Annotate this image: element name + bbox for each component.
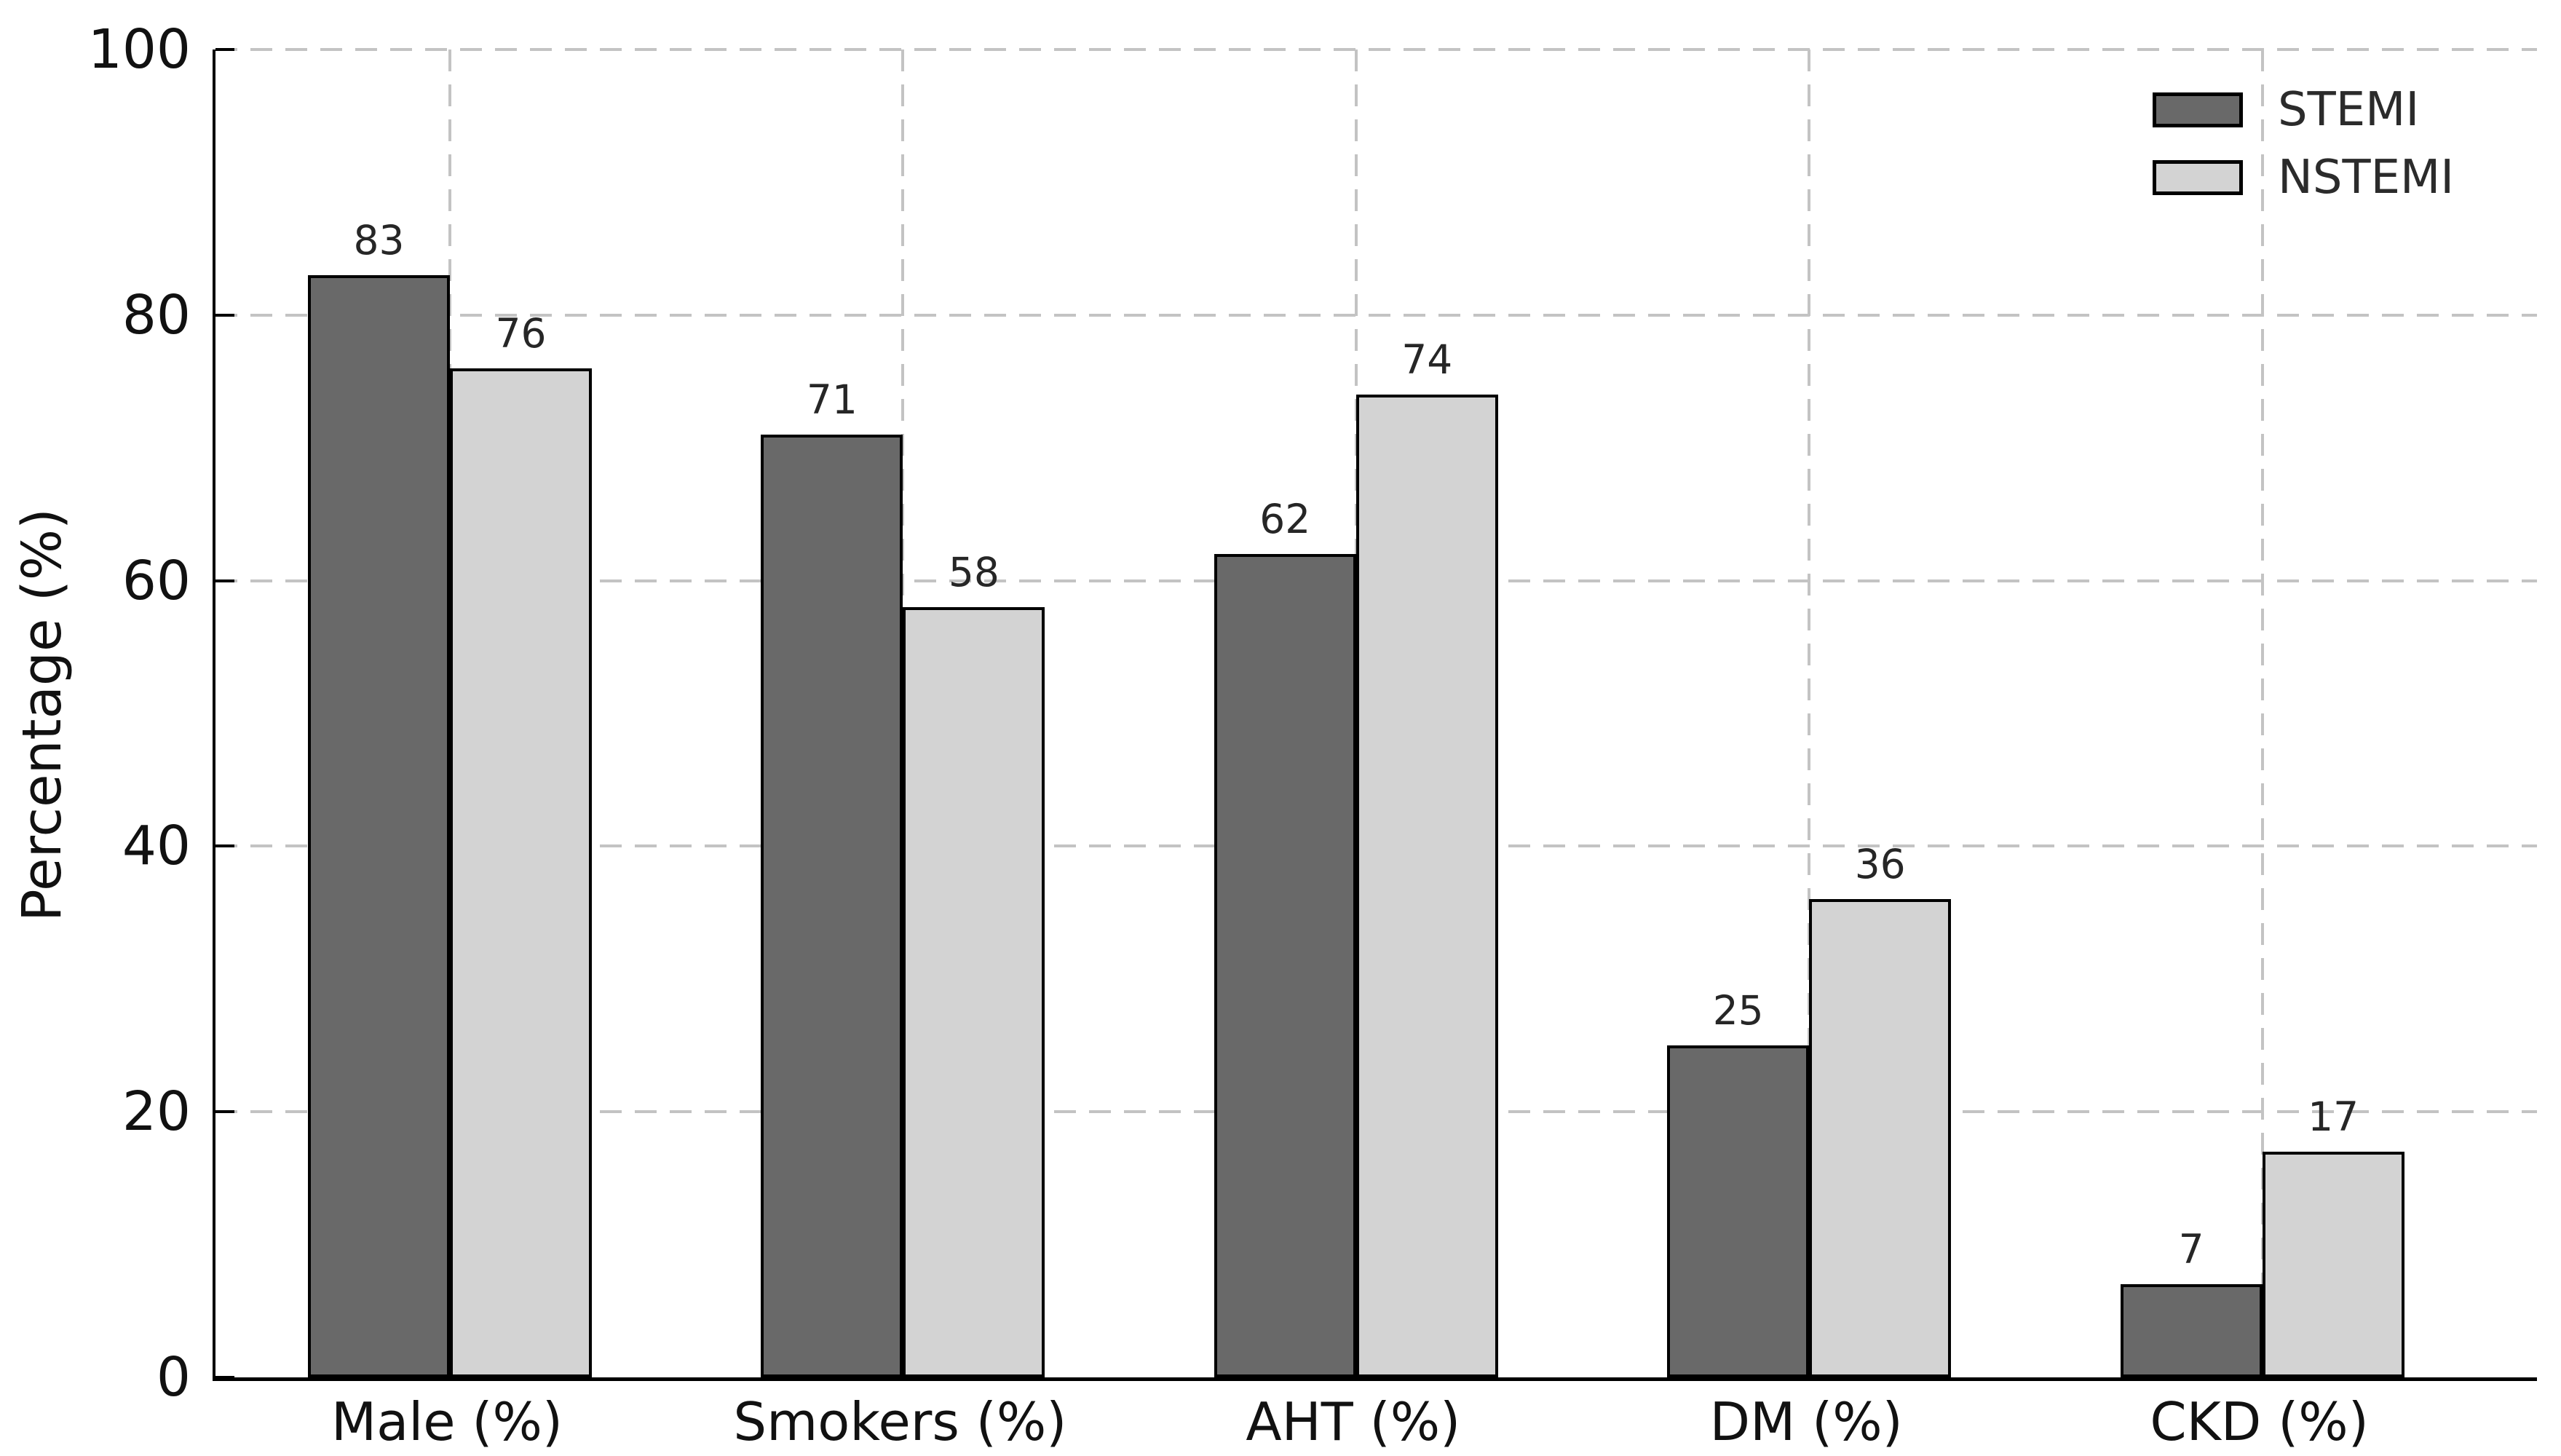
bar-value-label-stemi-ckd: 7 xyxy=(2178,1226,2204,1273)
bar-stemi-ckd xyxy=(2120,1284,2263,1377)
y-tick-label-0: 0 xyxy=(156,1346,191,1409)
y-tick-label-100: 100 xyxy=(87,18,191,81)
x-tick-label-male: Male (%) xyxy=(330,1391,563,1452)
gridline-x-dm xyxy=(1808,50,1811,1377)
bar-value-label-nstemi-male: 76 xyxy=(495,309,547,357)
x-tick-label-ckd: CKD (%) xyxy=(2150,1391,2369,1452)
y-tick-label-40: 40 xyxy=(122,815,191,878)
bar-value-label-stemi-smokers: 71 xyxy=(806,376,858,423)
y-tick-label-80: 80 xyxy=(122,283,191,347)
legend-swatch-stemi xyxy=(2153,92,2243,127)
bar-stemi-smokers xyxy=(761,434,903,1377)
x-tick-label-aht: AHT (%) xyxy=(1246,1391,1461,1452)
bar-stemi-male xyxy=(308,275,450,1377)
x-tick-label-dm: DM (%) xyxy=(1709,1391,1903,1452)
bar-value-label-stemi-male: 83 xyxy=(353,217,405,264)
bar-value-label-nstemi-aht: 74 xyxy=(1401,336,1453,384)
bar-nstemi-dm xyxy=(1809,899,1952,1377)
bar-value-label-nstemi-smokers: 58 xyxy=(948,549,1000,596)
bar-value-label-nstemi-ckd: 17 xyxy=(2308,1093,2359,1140)
y-tick-mark-40 xyxy=(215,844,234,848)
legend-item-stemi: STEMI xyxy=(2153,87,2419,133)
y-tick-mark-0 xyxy=(215,1376,234,1379)
plot-area: 83 76 71 58 62 74 25 36 7 17 xyxy=(213,48,2537,1381)
y-tick-mark-80 xyxy=(215,313,234,317)
bar-value-label-stemi-dm: 25 xyxy=(1712,987,1764,1034)
y-tick-label-60: 60 xyxy=(122,549,191,612)
y-tick-label-20: 20 xyxy=(122,1080,191,1144)
bar-stemi-dm xyxy=(1667,1045,1810,1377)
gridline-y-100 xyxy=(215,48,2537,52)
gridline-y-80 xyxy=(215,313,2537,317)
legend-label-nstemi: NSTEMI xyxy=(2278,151,2455,205)
gridline-x-ckd xyxy=(2260,50,2264,1377)
bar-nstemi-ckd xyxy=(2262,1151,2404,1377)
legend-label-stemi: STEMI xyxy=(2278,83,2420,137)
bar-nstemi-smokers xyxy=(903,607,1045,1377)
y-tick-mark-60 xyxy=(215,579,234,582)
bar-nstemi-male xyxy=(450,368,592,1377)
bar-value-label-nstemi-dm: 36 xyxy=(1854,841,1906,888)
legend-swatch-nstemi xyxy=(2153,160,2243,195)
bar-stemi-aht xyxy=(1214,554,1356,1377)
bar-nstemi-aht xyxy=(1355,395,1498,1377)
y-tick-mark-20 xyxy=(215,1110,234,1114)
y-tick-mark-100 xyxy=(215,48,234,52)
bar-value-label-stemi-aht: 62 xyxy=(1259,496,1311,543)
legend-item-nstemi: NSTEMI xyxy=(2153,154,2454,201)
x-tick-label-smokers: Smokers (%) xyxy=(733,1391,1067,1452)
